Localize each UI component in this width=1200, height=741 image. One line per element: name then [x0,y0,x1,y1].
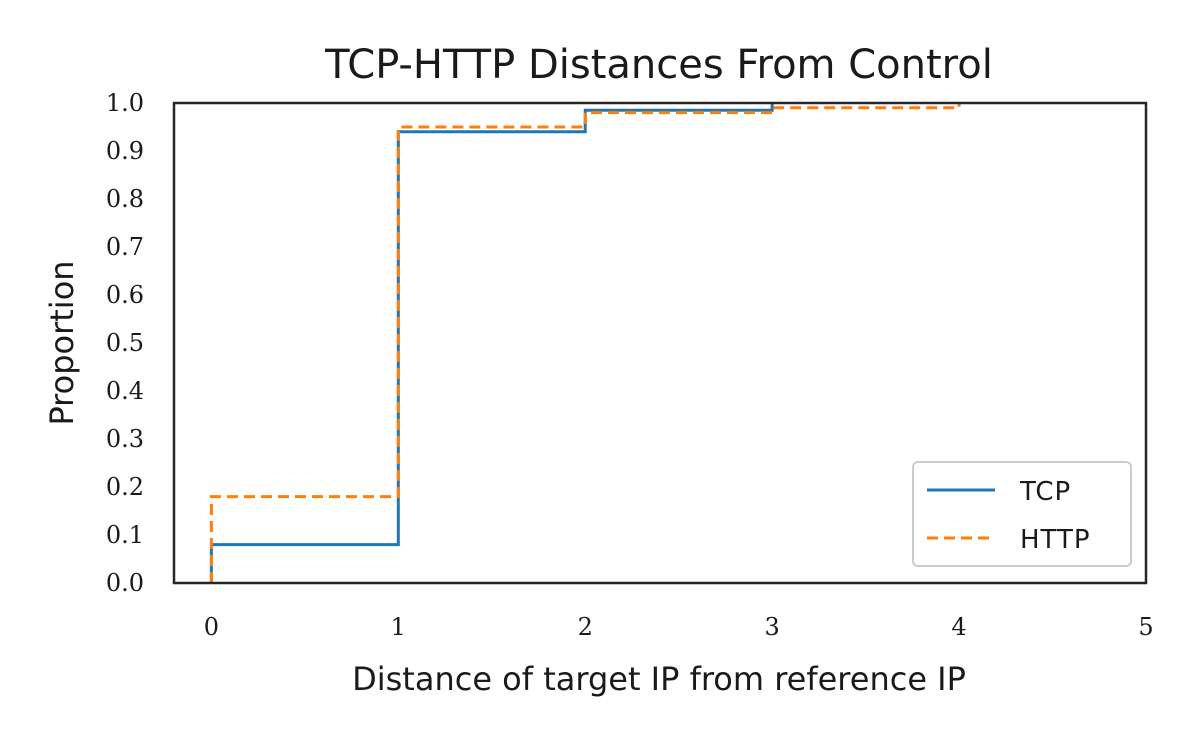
series-layer [209,103,961,583]
series-line-tcp [209,103,774,583]
y-axis-ticks: 0.0 0.1 0.2 0.3 0.4 0.5 0.6 0.7 0.8 0.9 1.0 [106,89,144,597]
series-line-http [209,103,961,583]
x-axis-label: Distance of target IP from reference IP [352,660,966,698]
y-tick-label: 0.5 [106,329,144,357]
y-tick-label: 0.6 [106,281,144,309]
x-axis-ticks: 0 1 2 3 4 5 [204,613,1154,641]
y-tick-label: 0.0 [106,569,144,597]
y-tick-label: 1.0 [106,89,144,117]
y-tick-label: 0.9 [106,137,144,165]
legend-label-http: HTTP [1020,525,1091,555]
legend: TCP HTTP [912,461,1132,567]
legend-box [912,461,1132,567]
legend-label-tcp: TCP [1019,477,1071,507]
x-tick-label: 1 [391,613,406,641]
y-tick-label: 0.4 [106,377,144,405]
chart-title: TCP-HTTP Distances From Control [324,42,993,88]
x-tick-label: 4 [951,613,966,641]
y-tick-label: 0.2 [106,473,144,501]
x-tick-label: 2 [578,613,593,641]
x-tick-label: 3 [765,613,780,641]
y-axis-label: Proportion [43,260,81,425]
y-tick-label: 0.3 [106,425,144,453]
y-tick-label: 0.7 [106,233,144,261]
y-tick-label: 0.1 [106,521,144,549]
y-tick-label: 0.8 [106,185,144,213]
x-tick-label: 5 [1138,613,1153,641]
x-tick-label: 0 [204,613,219,641]
plot-frame [172,101,1148,585]
